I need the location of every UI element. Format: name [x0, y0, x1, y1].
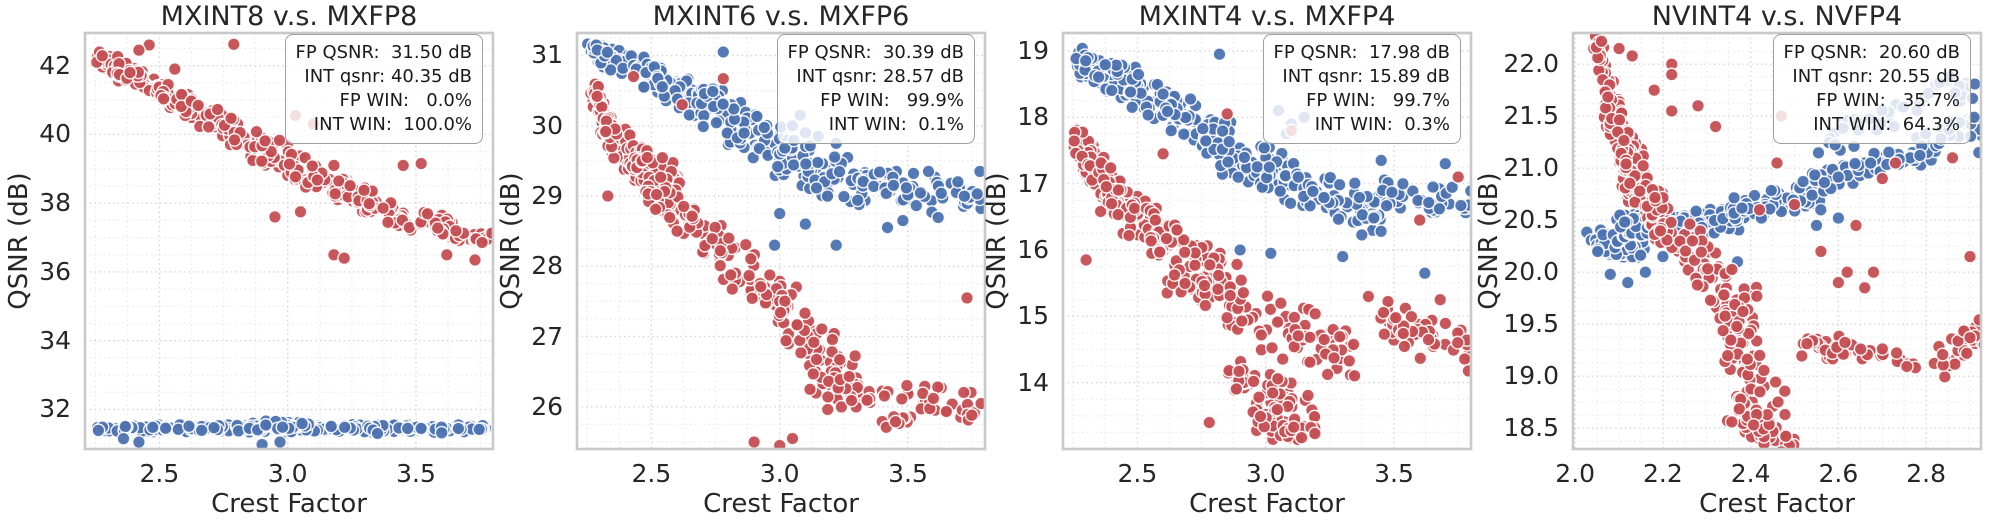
- legend-line: FP QSNR: 20.60 dB: [1783, 42, 1960, 63]
- legend-line: FP WIN: 99.7%: [1306, 90, 1450, 111]
- stats-legend-box: FP QSNR: 31.50 dB INT qsnr: 40.35 dB FP WI…: [284, 34, 483, 144]
- y-tick-label: 19: [1017, 35, 1049, 65]
- legend-line: INT WIN: 0.3%: [1314, 114, 1450, 135]
- y-tick-label: 15: [1017, 301, 1049, 331]
- y-tick-label: 20.0: [1503, 257, 1559, 287]
- legend-line: INT WIN: 0.1%: [828, 114, 964, 135]
- panel-title: MXINT4 v.s. MXFP4: [1138, 1, 1396, 32]
- x-tick-label: 2.5: [1117, 459, 1158, 488]
- legend-line: INT WIN: 64.3%: [1813, 114, 1960, 135]
- series-mxfp6-points: [583, 69, 985, 449]
- plot-border: [1571, 31, 1983, 451]
- x-tick-label: 2.8: [1906, 459, 1947, 488]
- legend-line: FP QSNR: 31.50 dB: [295, 42, 472, 63]
- y-tick-label: 14: [1017, 367, 1049, 397]
- y-tick-label: 29: [531, 181, 563, 211]
- y-tick-label: 36: [39, 256, 71, 286]
- y-tick-label: 21.0: [1503, 153, 1559, 183]
- x-axis-label: Crest Factor: [703, 489, 859, 519]
- plot-border: [1061, 31, 1473, 451]
- x-tick-label: 2.5: [631, 459, 672, 488]
- y-tick-label: 17: [1017, 168, 1049, 198]
- y-tick-label: 22.0: [1503, 49, 1559, 79]
- x-tick-label: 2.4: [1730, 459, 1771, 488]
- legend-line: FP WIN: 99.9%: [820, 90, 964, 111]
- y-tick-label: 19.0: [1503, 361, 1559, 391]
- y-tick-label: 19.5: [1503, 309, 1559, 339]
- x-tick-label: 3.0: [267, 459, 308, 488]
- legend-line: INT qsnr: 20.55 dB: [1792, 66, 1960, 87]
- y-tick-label: 27: [531, 321, 563, 351]
- series-mxint4-points: [1069, 41, 1471, 281]
- x-tick-label: 3.5: [1374, 459, 1414, 488]
- x-tick-label: 3.0: [759, 459, 800, 488]
- x-tick-label: 3.5: [888, 459, 928, 488]
- x-axis-label: Crest Factor: [211, 489, 367, 519]
- y-tick-label: 18: [1017, 102, 1049, 132]
- y-tick-label: 18.5: [1503, 413, 1559, 443]
- x-tick-label: 3.0: [1245, 459, 1286, 488]
- y-tick-label: 34: [39, 325, 71, 355]
- x-tick-label: 2.0: [1555, 459, 1596, 488]
- x-axis-label: Crest Factor: [1699, 489, 1855, 519]
- stats-legend-box: FP QSNR: 20.60 dB INT qsnr: 20.55 dB FP WI…: [1772, 34, 1971, 144]
- x-tick-label: 2.2: [1643, 459, 1683, 488]
- legend-line: INT qsnr: 28.57 dB: [796, 66, 964, 87]
- panel-title: MXINT8 v.s. MXFP8: [160, 1, 418, 32]
- y-tick-label: 30: [531, 110, 563, 140]
- stats-legend-box: FP QSNR: 17.98 dB INT qsnr: 15.89 dB FP WI…: [1262, 34, 1461, 144]
- legend-line: FP QSNR: 17.98 dB: [1273, 42, 1450, 63]
- y-tick-label: 26: [531, 391, 563, 421]
- legend-line: FP QSNR: 30.39 dB: [787, 42, 964, 63]
- series-nvfp4-points: [1586, 33, 1981, 449]
- y-tick-label: 16: [1017, 234, 1049, 264]
- panel-title: NVINT4 v.s. NVFP4: [1651, 1, 1903, 32]
- y-tick-label: 20.5: [1503, 205, 1559, 235]
- y-tick-label: 42: [39, 50, 71, 80]
- x-axis-label: Crest Factor: [1189, 489, 1345, 519]
- panel-title: MXINT6 v.s. MXFP6: [652, 1, 910, 32]
- gridlines-major: [85, 33, 493, 449]
- plot-border: [83, 31, 495, 451]
- legend-line: INT WIN: 100.0%: [313, 114, 472, 135]
- stats-legend-box: FP QSNR: 30.39 dB INT qsnr: 28.57 dB FP WI…: [776, 34, 975, 144]
- series-mxint8-points: [89, 413, 493, 449]
- series-mxfp4-points: [1067, 106, 1471, 447]
- legend-line: FP WIN: 35.7%: [1816, 90, 1960, 111]
- y-tick-label: 32: [39, 394, 71, 424]
- legend-line: INT qsnr: 15.89 dB: [1282, 66, 1450, 87]
- y-tick-label: 31: [531, 40, 563, 70]
- y-tick-label: 38: [39, 188, 71, 218]
- legend-line: FP WIN: 0.0%: [339, 90, 472, 111]
- x-tick-label: 2.5: [139, 459, 180, 488]
- x-tick-label: 3.5: [396, 459, 436, 488]
- plot-border: [575, 31, 987, 451]
- y-axis-label: QSNR (dB): [1474, 172, 1504, 310]
- series-mxfp8-points: [89, 37, 493, 267]
- legend-line: INT qsnr: 40.35 dB: [304, 66, 472, 87]
- y-tick-label: 40: [39, 119, 71, 149]
- x-tick-label: 2.6: [1818, 459, 1859, 488]
- y-tick-label: 21.5: [1503, 101, 1559, 131]
- y-tick-label: 28: [531, 251, 563, 281]
